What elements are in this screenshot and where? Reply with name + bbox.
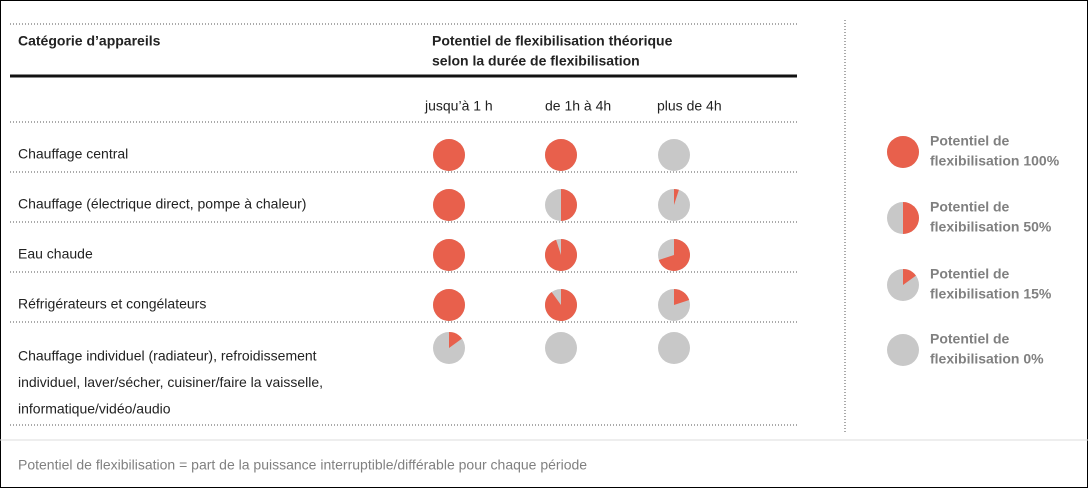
pie-wedge	[433, 139, 465, 171]
pie-wedge	[903, 202, 919, 234]
column-header: plus de 4h	[657, 98, 722, 114]
pie	[545, 189, 577, 221]
pie	[433, 239, 465, 271]
legend-label: flexibilisation 50%	[930, 219, 1052, 235]
row-label: individuel, laver/sécher, cuisiner/faire…	[18, 374, 323, 390]
pie	[658, 239, 690, 271]
column-header: jusqu’à 1 h	[424, 98, 493, 114]
pie-wedge	[433, 189, 465, 221]
pie-wedge	[658, 239, 690, 271]
header-potential: selon la durée de flexibilisation	[432, 53, 640, 69]
pie	[658, 189, 690, 221]
pie-wedge	[449, 332, 462, 348]
pie	[433, 189, 465, 221]
legend-label: flexibilisation 0%	[930, 351, 1044, 367]
pie	[887, 202, 919, 234]
pie	[545, 332, 577, 364]
row-label: Chauffage central	[18, 146, 128, 162]
row-label: Chauffage individuel (radiateur), refroi…	[18, 348, 317, 364]
legend-label: flexibilisation 100%	[930, 153, 1060, 169]
pie-wedge	[561, 189, 577, 221]
pie-wedge	[903, 269, 916, 285]
legend-label: Potentiel de	[930, 199, 1010, 215]
pie	[545, 289, 577, 321]
pie-wedge	[433, 289, 465, 321]
footnote: Potentiel de flexibilisation = part de l…	[18, 457, 587, 473]
pie-wedge	[887, 136, 919, 168]
pie	[658, 139, 690, 171]
pie	[658, 332, 690, 364]
row-label: Réfrigérateurs et congélateurs	[18, 296, 206, 312]
legend-label: flexibilisation 15%	[930, 286, 1052, 302]
pie	[887, 269, 919, 301]
legend-label: Potentiel de	[930, 266, 1010, 282]
pie	[544, 239, 577, 271]
row-label: informatique/vidéo/audio	[18, 401, 171, 417]
pie	[545, 139, 577, 171]
pie	[433, 332, 465, 364]
row-label: Eau chaude	[18, 246, 93, 262]
pie	[433, 289, 465, 321]
pie-wedge	[545, 139, 577, 171]
pie-wedge	[674, 289, 690, 305]
legend-label: Potentiel de	[930, 133, 1010, 149]
pie-base	[658, 139, 690, 171]
pie-wedge	[544, 239, 577, 271]
legend-label: Potentiel de	[930, 331, 1010, 347]
pie-base	[887, 334, 919, 366]
pie-wedge	[433, 239, 465, 271]
pie-wedge	[674, 189, 679, 205]
pie	[658, 289, 690, 321]
row-label: Chauffage (électrique direct, pompe à ch…	[18, 196, 306, 212]
pie	[887, 334, 919, 366]
header-potential: Potentiel de flexibilisation théorique	[432, 33, 673, 49]
header-category: Catégorie d’appareils	[18, 33, 161, 49]
pie-base	[545, 332, 577, 364]
column-header: de 1h à 4h	[545, 98, 611, 114]
pie-base	[658, 332, 690, 364]
pie-wedge	[545, 289, 577, 321]
pie	[433, 139, 465, 171]
pie	[887, 136, 919, 168]
